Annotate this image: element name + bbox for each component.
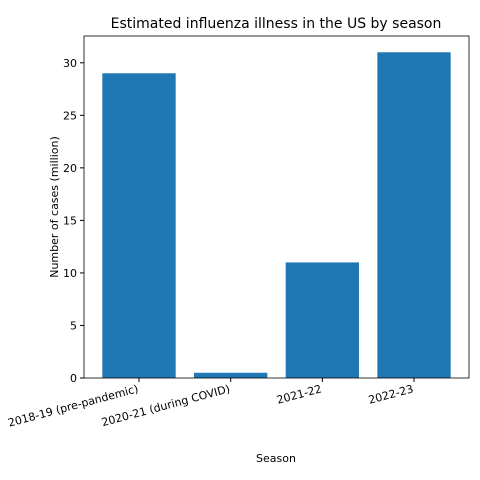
y-tick-label: 15 [63,214,77,227]
x-axis-label: Season [256,452,296,465]
bar [194,372,268,378]
bar [102,73,176,379]
bar [285,262,359,378]
y-axis-label: Number of cases (million) [48,136,61,278]
y-tick-label: 20 [63,162,77,175]
bar [377,52,451,379]
y-tick-label: 0 [70,372,77,385]
chart-title: Estimated influenza illness in the US by… [111,16,442,32]
x-tick-label: 2021-22 [275,382,323,406]
y-tick-label: 5 [70,319,77,332]
y-tick-label: 25 [63,109,77,122]
x-tick-label: 2022-23 [367,382,415,406]
y-tick-label: 30 [63,57,77,70]
y-tick-label: 10 [63,267,77,280]
plot-frame [83,35,470,379]
